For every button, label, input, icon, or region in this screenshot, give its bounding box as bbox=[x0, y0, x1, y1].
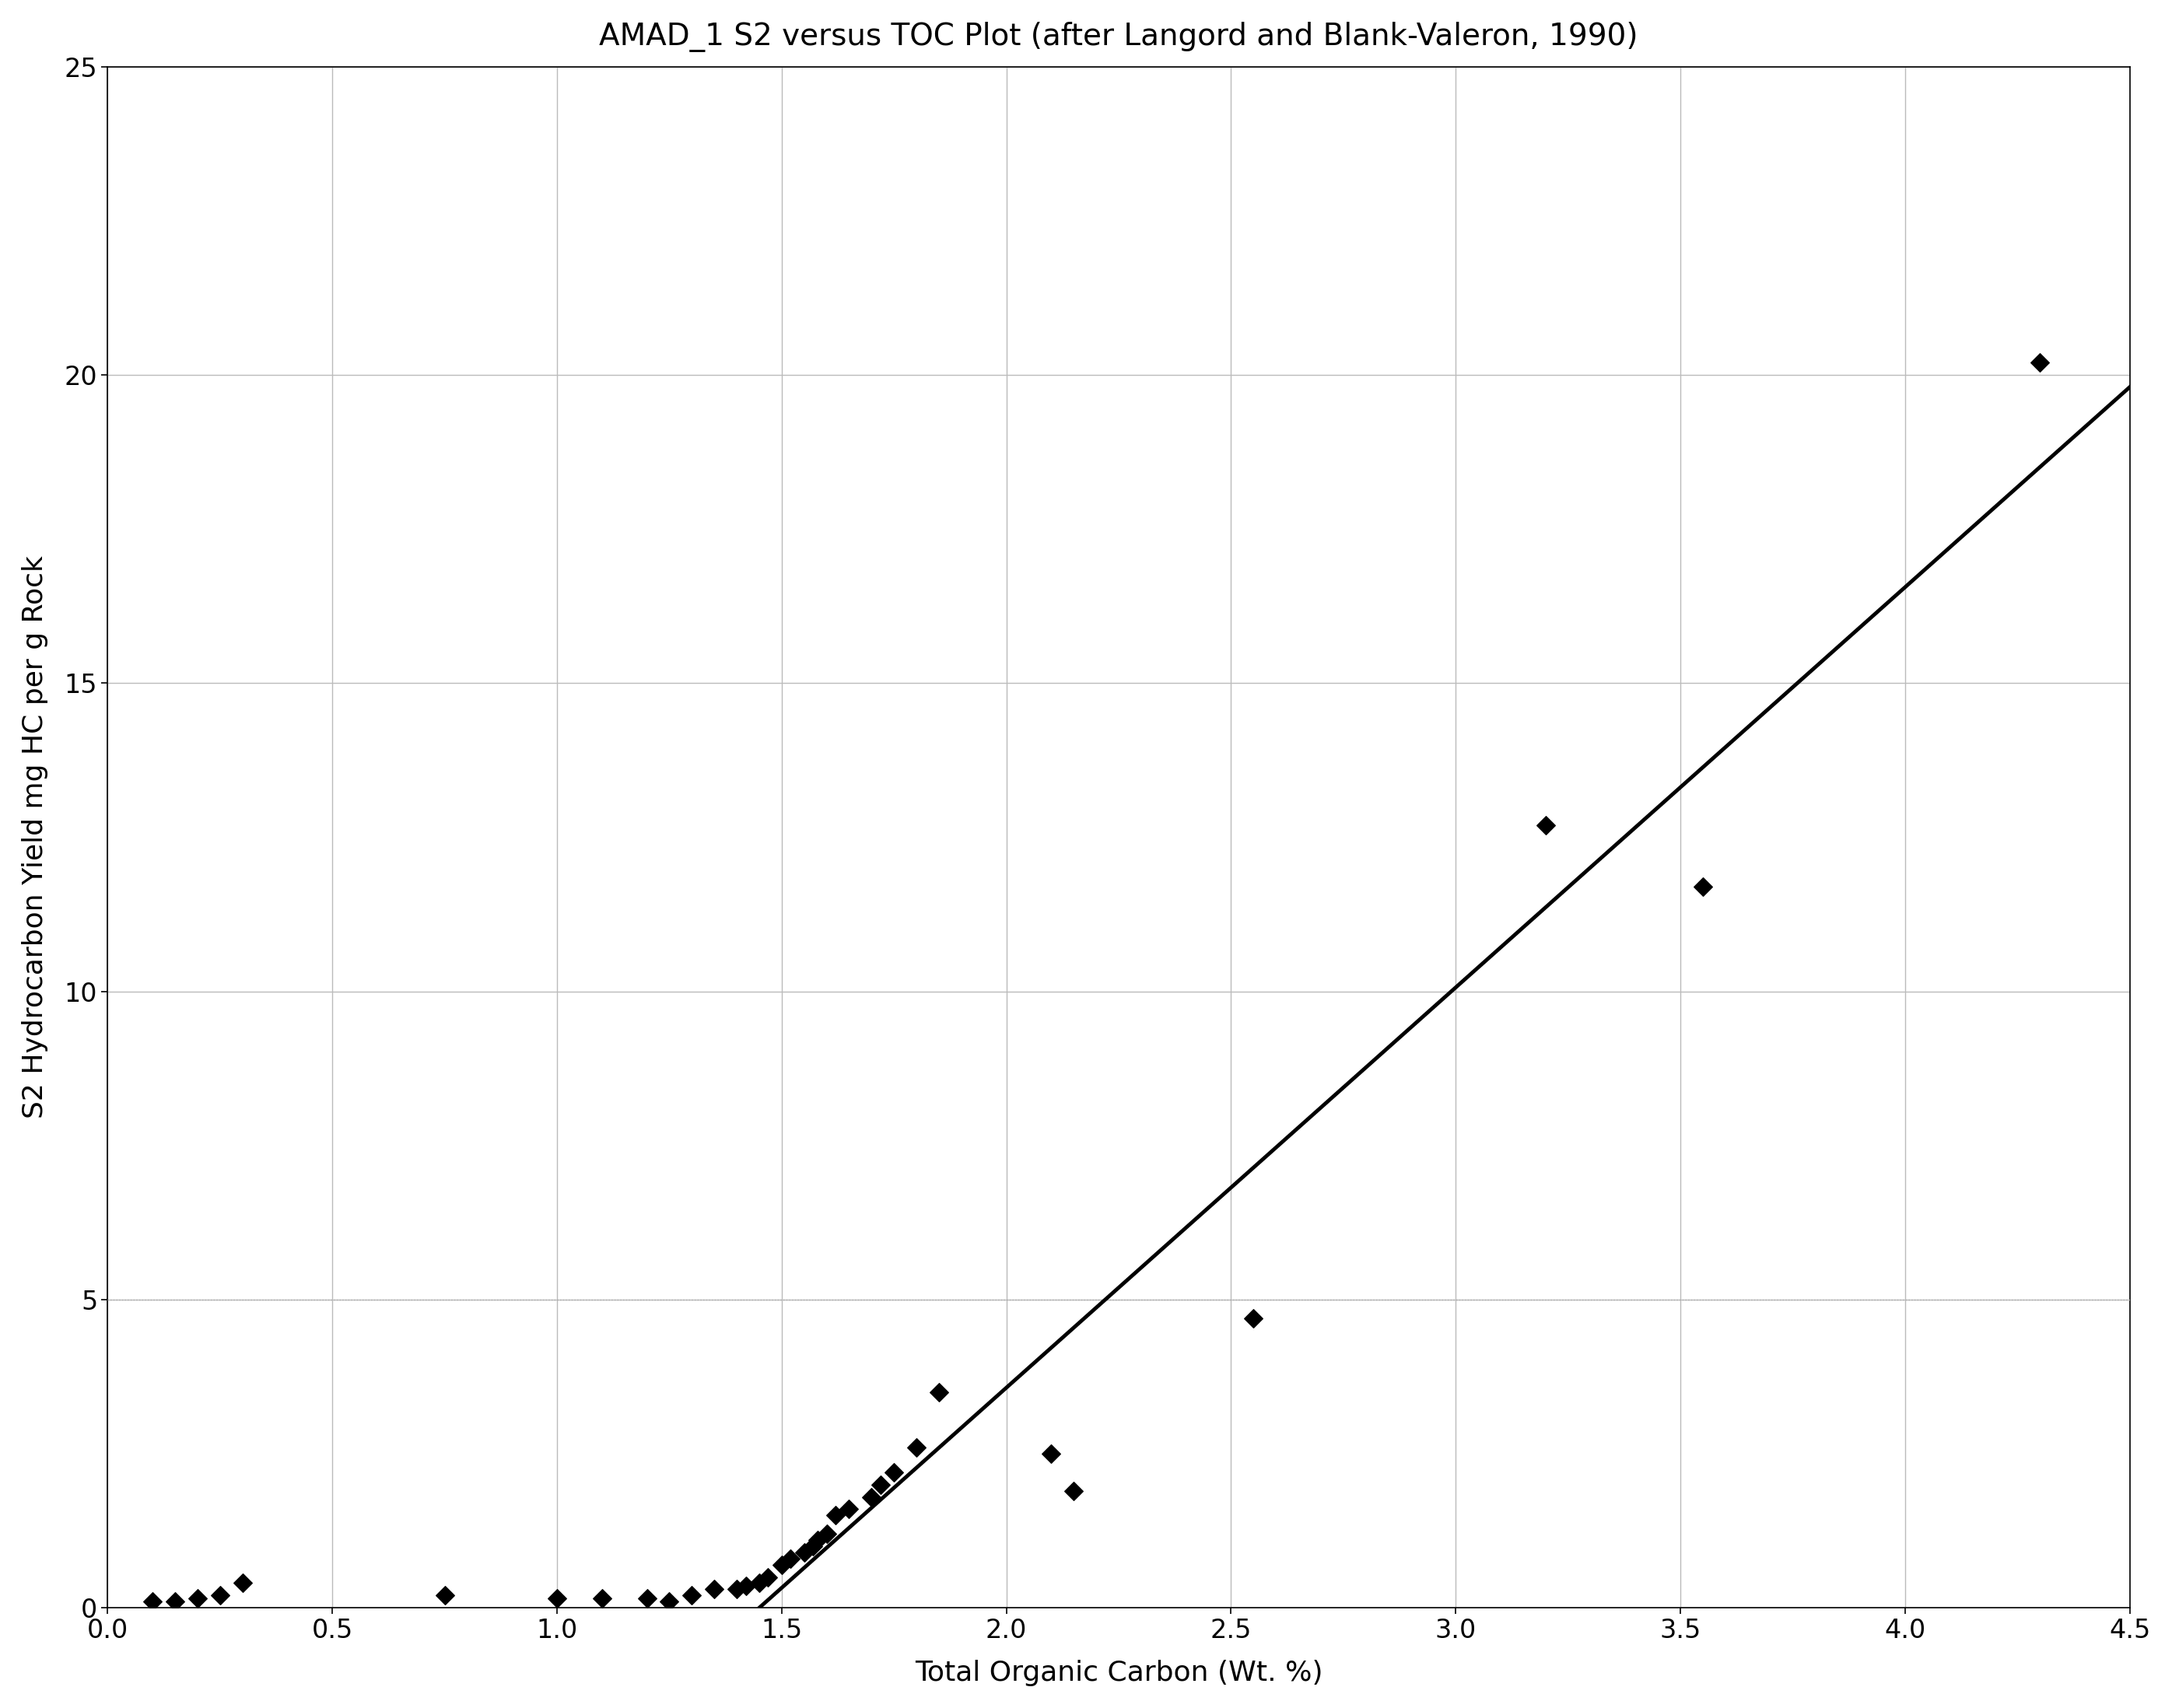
Point bbox=[810, 1520, 845, 1547]
Point bbox=[226, 1570, 261, 1597]
Point bbox=[1529, 811, 1564, 839]
Point bbox=[765, 1551, 799, 1578]
Point bbox=[877, 1459, 912, 1486]
Point bbox=[675, 1582, 710, 1609]
Point bbox=[2022, 348, 2057, 376]
Point bbox=[1236, 1305, 1271, 1332]
Point bbox=[773, 1544, 808, 1571]
Point bbox=[832, 1496, 867, 1524]
Point bbox=[899, 1433, 934, 1460]
Point bbox=[202, 1582, 237, 1609]
Point bbox=[819, 1501, 854, 1529]
Point bbox=[652, 1588, 686, 1616]
Point bbox=[180, 1585, 215, 1612]
Point bbox=[697, 1576, 732, 1604]
Point bbox=[752, 1563, 786, 1590]
Point bbox=[728, 1573, 762, 1600]
Point bbox=[584, 1585, 619, 1612]
Point bbox=[135, 1588, 169, 1616]
Point bbox=[854, 1483, 888, 1510]
Point bbox=[539, 1585, 573, 1612]
Y-axis label: S2 Hydrocarbon Yield mg HC per g Rock: S2 Hydrocarbon Yield mg HC per g Rock bbox=[22, 555, 48, 1119]
Point bbox=[719, 1576, 754, 1604]
Point bbox=[159, 1588, 193, 1616]
Point bbox=[921, 1378, 956, 1406]
X-axis label: Total Organic Carbon (Wt. %): Total Organic Carbon (Wt. %) bbox=[914, 1660, 1323, 1686]
Point bbox=[1034, 1440, 1069, 1467]
Point bbox=[1685, 873, 1720, 900]
Point bbox=[795, 1532, 830, 1559]
Point bbox=[862, 1471, 897, 1498]
Point bbox=[786, 1539, 821, 1566]
Point bbox=[428, 1582, 463, 1609]
Point bbox=[799, 1527, 834, 1554]
Point bbox=[743, 1570, 778, 1597]
Title: AMAD_1 S2 versus TOC Plot (after Langord and Blank-Valeron, 1990): AMAD_1 S2 versus TOC Plot (after Langord… bbox=[599, 22, 1638, 51]
Point bbox=[630, 1585, 665, 1612]
Point bbox=[1056, 1477, 1090, 1505]
